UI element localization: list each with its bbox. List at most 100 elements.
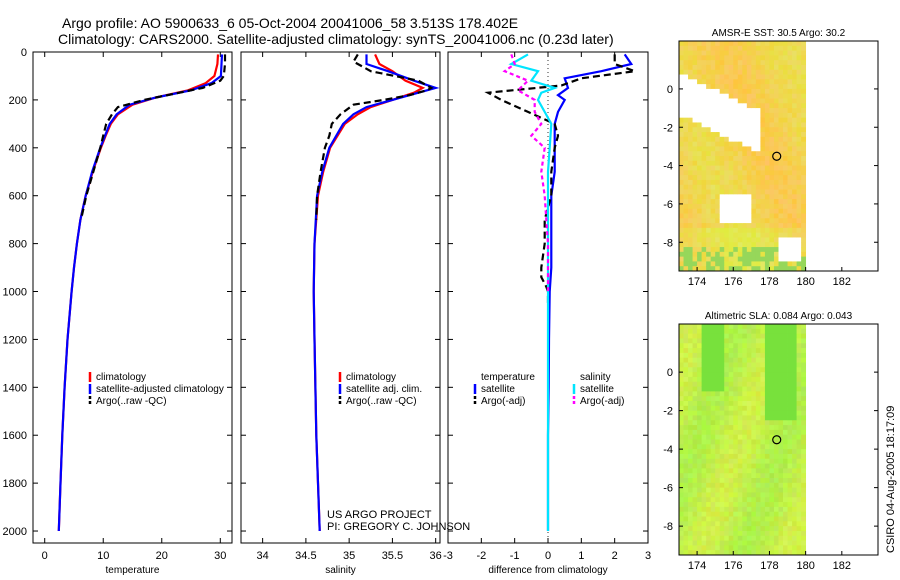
panel-sst-cell xyxy=(728,45,734,51)
panel-sla-cell xyxy=(801,482,807,489)
panel-sst-cell xyxy=(692,261,698,267)
panel-sst-cell xyxy=(733,175,739,181)
panel-sst-cell xyxy=(792,108,797,114)
panel-sla-cell xyxy=(688,376,693,383)
panel-sla-cell xyxy=(742,405,748,412)
panel-sla-cell xyxy=(773,458,779,464)
panel-sst-cell xyxy=(683,242,689,248)
panel-sla-cell xyxy=(683,324,689,330)
panel-sst-cell xyxy=(751,146,757,152)
panel-sst-cell xyxy=(737,84,743,90)
panel-sst-cell xyxy=(679,132,684,138)
panel-sla-cell xyxy=(764,420,770,426)
panel-sst-cell xyxy=(760,141,766,147)
panel-sst-cell xyxy=(783,194,788,200)
panel-sst-cell xyxy=(719,112,725,119)
panel-sst-cell xyxy=(692,247,698,253)
panel-sst-cell xyxy=(760,136,766,143)
panel-sst-cell xyxy=(764,69,770,75)
panel-sla-cell xyxy=(796,550,802,556)
panel-sst-cell xyxy=(796,93,802,99)
panel-sst-cell xyxy=(715,64,721,71)
panel-sst-cell xyxy=(751,93,757,99)
panel-sla-cell xyxy=(773,453,779,460)
panel-sla-cell xyxy=(783,357,788,363)
panel-sla-cell xyxy=(697,357,703,363)
panel-sst-cell xyxy=(692,184,698,190)
panel-sst-cell xyxy=(706,127,712,133)
panel-sla-cell xyxy=(746,497,752,503)
panel-sst-cell xyxy=(796,208,802,214)
panel-sla-cell xyxy=(773,478,779,484)
panel-sst-cell xyxy=(728,156,734,162)
panel-sla-cell xyxy=(764,497,770,503)
panel-sla-cell xyxy=(764,473,770,479)
panel-sst-cell xyxy=(769,223,775,229)
panel-sla-cell xyxy=(710,468,716,474)
panel-sst-cell xyxy=(683,175,689,181)
panel-sst-cell xyxy=(692,170,698,176)
panel-sst-cell xyxy=(688,237,693,243)
panel-sst-cell xyxy=(683,88,689,95)
panel-sst-cell xyxy=(706,64,712,71)
panel-sla-cell xyxy=(701,348,707,354)
panel-sst-cell xyxy=(773,112,779,119)
panel-sst-cell xyxy=(742,199,748,205)
panel-sst-cell xyxy=(724,189,730,195)
panel-sla-cell xyxy=(737,478,743,484)
panel-sla-cell xyxy=(783,396,788,402)
panel-sst-cell xyxy=(715,108,721,114)
panel-sla-cell xyxy=(724,530,730,537)
panel-sla-cell xyxy=(792,338,797,344)
panel-sla-cell xyxy=(773,492,779,498)
panel-sst-cell xyxy=(742,88,748,95)
panel-sla-cell xyxy=(733,381,739,387)
panel-sla-cell xyxy=(683,367,689,373)
panel-sst-cell xyxy=(733,132,739,138)
panel-sst-cell xyxy=(764,64,770,71)
panel-sst-cell xyxy=(737,175,743,181)
panel-sst-cell xyxy=(728,232,734,238)
panel-sst-cell xyxy=(742,108,748,114)
panel-sla-cell xyxy=(706,372,712,378)
panel-sst-cell xyxy=(764,103,770,109)
panel-sst-cell xyxy=(792,175,797,181)
panel-sla-cell xyxy=(692,420,698,426)
panel-sla-cell xyxy=(733,511,739,517)
panel-sla-cell xyxy=(769,444,775,450)
salinity-axes-box xyxy=(240,51,441,544)
figure-title-line2: Climatology: CARS2000. Satellite-adjuste… xyxy=(58,31,614,47)
panel-sla-cell xyxy=(778,328,784,335)
panel-sst-cell xyxy=(683,93,689,99)
panel-sla-cell xyxy=(751,415,757,421)
panel-sst-cell xyxy=(737,199,743,205)
panel-sst-cell xyxy=(783,141,788,147)
panel-sst-cell xyxy=(778,146,784,152)
panel-sst-cell xyxy=(769,132,775,138)
panel-sst-cell xyxy=(688,146,693,152)
panel-sst-cell xyxy=(683,122,689,128)
panel-sst-cell xyxy=(733,146,739,152)
panel-sst-cell xyxy=(764,98,770,104)
panel-sst-cell xyxy=(683,112,689,119)
panel-sst-cell xyxy=(742,132,748,138)
temperature-xtick-label: 0 xyxy=(42,550,48,562)
panel-sla-cell xyxy=(755,348,761,354)
panel-sst-cell xyxy=(688,79,693,85)
panel-sla-cell xyxy=(683,425,689,431)
panel-sst-cell xyxy=(787,93,793,99)
panel-sla-cell xyxy=(760,328,766,335)
panel-sla-cell xyxy=(792,401,797,407)
panel-sla-cell xyxy=(719,506,725,513)
panel-sla-cell xyxy=(783,473,788,479)
depth-tick-label: 800 xyxy=(9,239,27,251)
panel-sst-cell xyxy=(683,203,689,210)
panel-sla-cell xyxy=(796,511,802,517)
panel-sla-cell xyxy=(706,482,712,489)
panel-sst-cell xyxy=(683,117,689,123)
panel-sst-cell xyxy=(751,227,757,234)
panel-sla-cell xyxy=(764,410,770,416)
panel-sla-cell xyxy=(769,396,775,402)
panel-sst-cell xyxy=(755,146,761,152)
panel-sst-cell xyxy=(737,127,743,133)
